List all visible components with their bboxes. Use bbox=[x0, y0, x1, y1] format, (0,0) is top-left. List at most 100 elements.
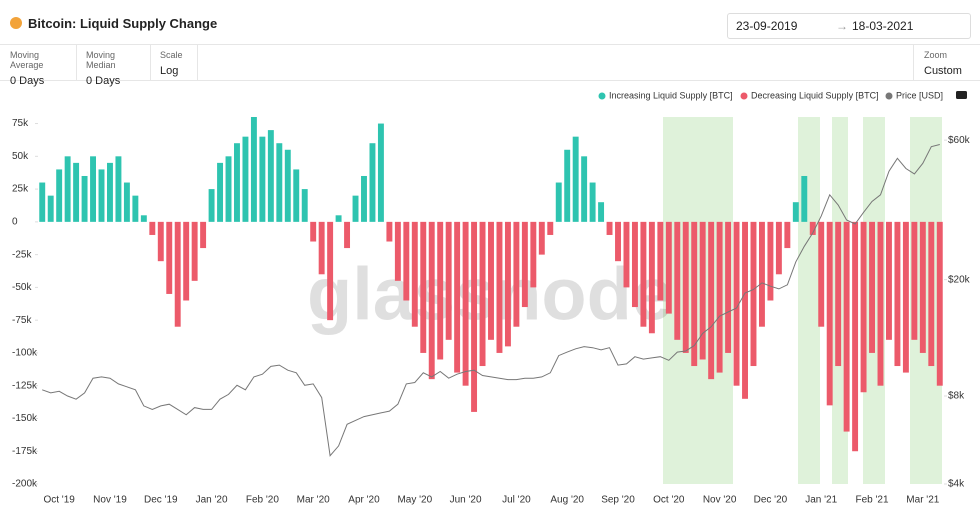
y2-tick-label: $20k bbox=[948, 274, 971, 285]
x-tick-label: Jun '20 bbox=[450, 495, 482, 506]
bar bbox=[657, 221, 664, 301]
bar bbox=[394, 221, 401, 281]
bar bbox=[132, 195, 139, 222]
legend-dot bbox=[885, 92, 893, 100]
bar bbox=[47, 195, 54, 222]
bar bbox=[174, 221, 181, 327]
bar bbox=[479, 221, 486, 367]
bar bbox=[73, 162, 80, 222]
legend-label[interactable]: Decreasing Liquid Supply [BTC] bbox=[751, 90, 879, 100]
bar bbox=[183, 221, 190, 301]
bar bbox=[90, 156, 97, 222]
highlight-band bbox=[798, 117, 820, 484]
bar bbox=[877, 221, 884, 386]
bar bbox=[581, 156, 588, 222]
bar bbox=[267, 130, 274, 222]
y2-tick-label: $8k bbox=[948, 391, 965, 402]
bar bbox=[56, 169, 63, 222]
legend-dot bbox=[598, 92, 606, 100]
control-label: Moving Median bbox=[86, 50, 116, 70]
bar bbox=[217, 162, 224, 222]
bar bbox=[547, 221, 554, 235]
x-tick-label: Feb '20 bbox=[246, 495, 279, 506]
bar bbox=[157, 221, 164, 262]
bar bbox=[682, 221, 689, 353]
x-tick-label: Sep '20 bbox=[601, 495, 635, 506]
bar bbox=[411, 221, 418, 327]
y-tick-label: -25k bbox=[12, 249, 32, 260]
control[interactable]: Zoom Custom bbox=[913, 45, 980, 80]
bar bbox=[504, 221, 511, 347]
bar bbox=[107, 162, 113, 222]
bar bbox=[598, 202, 605, 222]
y-tick-label: -100k bbox=[12, 348, 38, 359]
y-tick-label: 25k bbox=[12, 184, 29, 195]
y-tick-label: -175k bbox=[12, 446, 38, 457]
bar bbox=[123, 182, 130, 222]
control[interactable]: Moving Average 0 Days bbox=[0, 45, 77, 87]
y2-tick-label: $60k bbox=[948, 135, 971, 146]
bar bbox=[919, 221, 926, 353]
bar bbox=[708, 221, 715, 380]
camera-icon[interactable] bbox=[956, 91, 967, 99]
bar bbox=[869, 221, 875, 353]
bar bbox=[674, 221, 681, 340]
bar bbox=[369, 143, 376, 222]
controls: Moving Average 0 Days Moving Median 0 Days… bbox=[0, 45, 980, 87]
bar bbox=[784, 221, 791, 249]
legend-label[interactable]: Price [USD] bbox=[896, 90, 943, 100]
bar bbox=[792, 202, 799, 222]
x-tick-label: Jan '21 bbox=[805, 495, 837, 506]
x-tick-label: Mar '21 bbox=[906, 495, 939, 506]
bar bbox=[699, 221, 706, 360]
bar bbox=[208, 189, 215, 222]
bar bbox=[513, 221, 520, 327]
bar bbox=[496, 221, 503, 353]
date-range[interactable]: 23-09-2019 → 18-03-2021 bbox=[727, 13, 971, 39]
y2-tick-label: $4k bbox=[948, 479, 965, 490]
bar bbox=[81, 175, 88, 222]
bar bbox=[801, 175, 808, 222]
bar bbox=[276, 143, 283, 222]
control[interactable]: Scale Log bbox=[150, 45, 198, 80]
legend-label[interactable]: Increasing Liquid Supply [BTC] bbox=[609, 90, 733, 100]
bar bbox=[936, 221, 943, 386]
control-value[interactable]: 0 Days bbox=[10, 75, 45, 87]
bar bbox=[293, 169, 300, 222]
bar bbox=[623, 221, 630, 288]
date-to[interactable]: 18-03-2021 bbox=[852, 19, 914, 33]
bar bbox=[200, 221, 207, 249]
bar bbox=[750, 221, 757, 367]
bar bbox=[589, 182, 596, 222]
bar bbox=[885, 221, 892, 340]
control[interactable]: Moving Median 0 Days bbox=[76, 45, 151, 87]
bar bbox=[716, 221, 723, 373]
y-tick-label: -75k bbox=[12, 315, 32, 326]
control-value[interactable]: 0 Days bbox=[86, 75, 121, 87]
bar bbox=[530, 221, 537, 288]
bar bbox=[818, 221, 825, 327]
bar bbox=[445, 221, 452, 340]
bar bbox=[928, 221, 935, 367]
legend-dot bbox=[740, 92, 748, 100]
y-tick-label: 75k bbox=[12, 118, 29, 129]
control-label: Moving Average bbox=[10, 50, 44, 70]
bar bbox=[149, 221, 156, 235]
bar bbox=[191, 221, 198, 281]
control-value[interactable]: Custom bbox=[924, 65, 962, 77]
bar bbox=[902, 221, 909, 373]
bar bbox=[242, 136, 249, 222]
bar bbox=[758, 221, 765, 327]
bar bbox=[403, 221, 410, 301]
control-value[interactable]: Log bbox=[160, 65, 179, 77]
bar bbox=[852, 221, 859, 452]
bar bbox=[250, 117, 257, 222]
bar bbox=[767, 221, 774, 301]
price-line bbox=[42, 144, 940, 457]
date-from[interactable]: 23-09-2019 bbox=[736, 19, 798, 33]
bar bbox=[234, 143, 240, 222]
x-tick-label: Mar '20 bbox=[297, 495, 330, 506]
x-tick-label: Jan '20 bbox=[196, 495, 228, 506]
bar bbox=[564, 149, 571, 222]
